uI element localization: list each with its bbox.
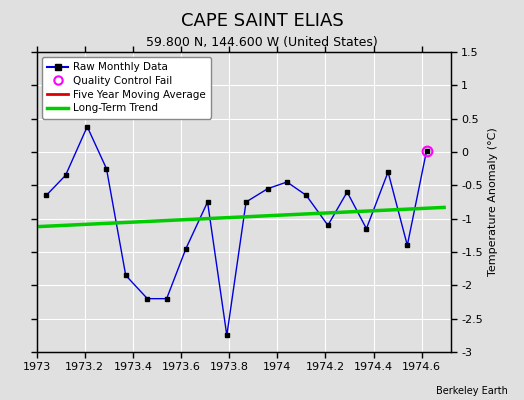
Legend: Raw Monthly Data, Quality Control Fail, Five Year Moving Average, Long-Term Tren: Raw Monthly Data, Quality Control Fail, … — [42, 57, 211, 118]
Text: 59.800 N, 144.600 W (United States): 59.800 N, 144.600 W (United States) — [146, 36, 378, 49]
Text: CAPE SAINT ELIAS: CAPE SAINT ELIAS — [181, 12, 343, 30]
Text: Berkeley Earth: Berkeley Earth — [436, 386, 508, 396]
Y-axis label: Temperature Anomaly (°C): Temperature Anomaly (°C) — [488, 128, 498, 276]
